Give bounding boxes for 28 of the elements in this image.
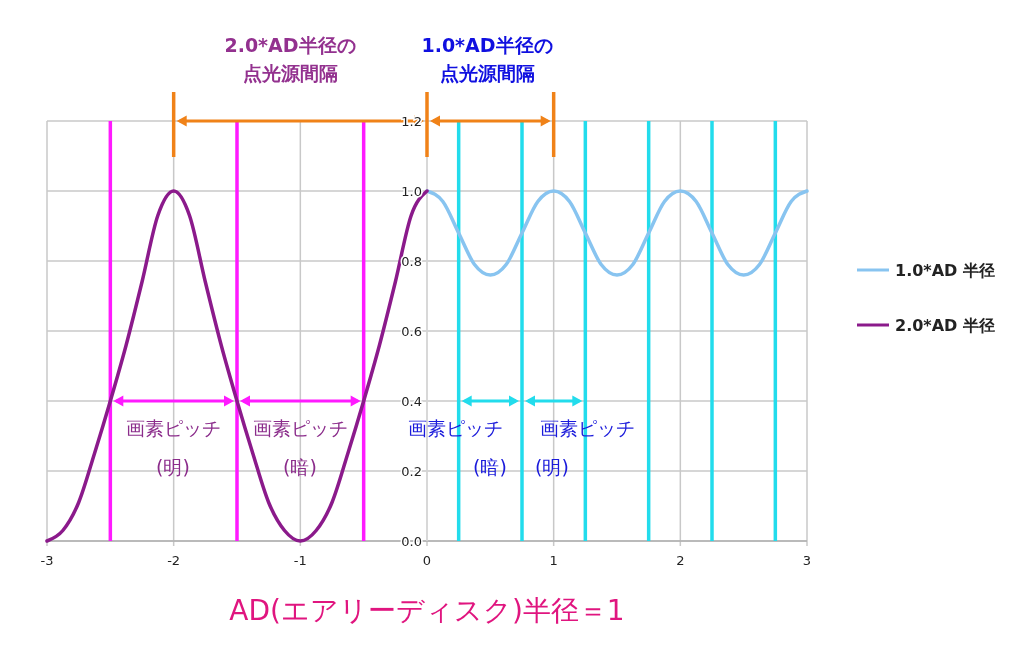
annotation: (明) [156, 456, 190, 478]
y-tick-label: 0.2 [401, 464, 422, 479]
x-axis-title: AD(エアリーディスク)半径＝1 [229, 594, 625, 627]
y-tick-label: 0.6 [401, 324, 422, 339]
legend-label: 1.0*AD 半径 [895, 261, 995, 280]
legend-label: 2.0*AD 半径 [895, 316, 995, 335]
x-tick-label: 1 [549, 553, 558, 568]
annotation: 画素ピッチ [252, 417, 348, 439]
annotation: (暗) [283, 456, 317, 478]
x-tick-label: 3 [802, 553, 812, 568]
annotation: 画素ピッチ [125, 417, 221, 439]
annotation: (明) [535, 456, 569, 478]
y-tick-label: 0.8 [401, 254, 422, 269]
text: 2.0*AD半径の [224, 34, 356, 56]
x-tick-label: 2 [676, 553, 685, 568]
y-tick-label: 0.0 [401, 534, 422, 549]
y-tick-label: 1.0 [401, 184, 422, 199]
x-tick-label: -2 [167, 553, 181, 568]
x-tick-label: 0 [422, 553, 432, 568]
line-series [425, 189, 809, 277]
annotation: (暗) [473, 456, 507, 478]
y-tick-label: 1.2 [401, 114, 422, 129]
x-tick-label: -3 [40, 553, 54, 568]
text: 1.0*AD半径の [421, 34, 553, 56]
x-tick-label: -1 [293, 553, 307, 568]
y-tick-label: 0.4 [401, 394, 422, 409]
text: 点光源間隔 [242, 62, 338, 84]
text: 点光源間隔 [439, 62, 535, 84]
